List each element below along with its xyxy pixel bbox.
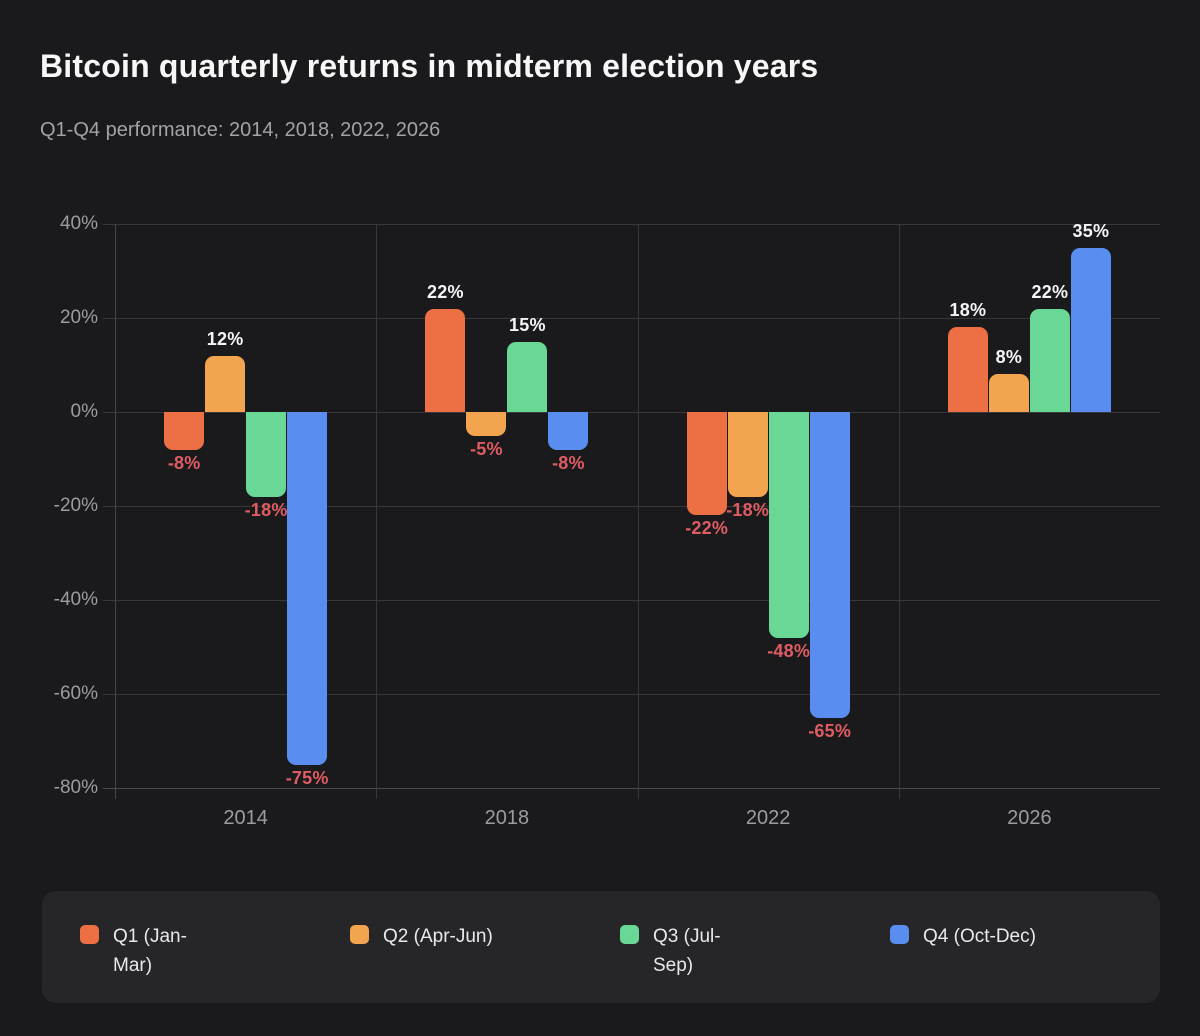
bar-2026-q2[interactable] [988,374,1029,412]
group-boundary-gridline-1 [376,224,377,799]
bar-label-2022-q1: -22% [685,518,729,539]
bar-2014-q3[interactable] [246,412,287,497]
y-axis-label--40%: -40% [53,589,98,610]
bar-2018-q4[interactable] [548,412,589,450]
y-axis-label-0%: 0% [70,401,98,422]
bar-2018-q1[interactable] [425,308,466,412]
bar-label-2018-q1: 22% [427,281,464,302]
bar-label-2026-q2: 8% [995,347,1023,368]
bar-2014-q4[interactable] [287,412,328,765]
x-axis-label-2026: 2026 [1007,807,1052,829]
group-boundary-gridline-2 [638,224,639,799]
x-axis-label-2018: 2018 [484,807,530,829]
gridline-0% [103,412,1160,413]
bar-label-2026-q1: 18% [949,300,987,321]
group-boundary-gridline-3 [899,224,900,799]
bar-label-2022-q4: -65% [808,720,852,741]
legend-label-q4: Q4 (Oct-Dec) [923,926,1036,947]
bar-2014-q2[interactable] [205,355,246,412]
y-axis-label-40%: 40% [59,213,98,234]
bar-label-2026-q4: 35% [1072,220,1110,241]
legend-label-q3: Q3 (Jul- Sep) [653,926,721,976]
x-axis-label-2022: 2022 [745,807,791,829]
bar-2026-q3[interactable] [1029,308,1070,412]
x-axis-label-2014: 2014 [223,807,268,829]
bar-label-2014-q2: 12% [206,328,244,349]
chart-legend: Q1 (Jan- Mar) Q2 (Apr-Jun) Q3 (Jul- Sep) Q4… [42,891,1160,1003]
gridline-40% [103,224,1160,225]
chart-subtitle: Q1-Q4 performance: 2014, 2018, 2022, 202… [40,119,441,141]
bar-2014-q1[interactable] [164,412,205,450]
gridline--60% [103,694,1160,695]
y-axis-line [115,224,116,799]
y-axis-label--80%: -80% [53,777,98,798]
bar-label-2014-q3: -18% [244,499,288,520]
page-title: Bitcoin quarterly returns in midterm ele… [40,48,819,84]
bar-label-2018-q3: 15% [509,314,546,335]
legend-label-q1: Q1 (Jan- Mar) [113,926,187,976]
legend-swatch-q3 [620,925,639,944]
bar-2018-q2[interactable] [466,412,507,436]
bar-label-2022-q3: -48% [767,640,811,661]
bar-2022-q4[interactable] [809,412,850,718]
y-axis-label-20%: 20% [59,307,98,328]
y-axis-label--60%: -60% [53,683,98,704]
legend-item-q2[interactable]: Q2 (Apr-Jun) [350,922,620,1003]
bar-2026-q4[interactable] [1070,247,1111,412]
bar-label-2026-q3: 22% [1031,281,1069,302]
bar-2022-q2[interactable] [727,412,768,497]
legend-swatch-q1 [80,925,99,944]
y-axis-label--20%: -20% [53,495,98,516]
legend-item-q3[interactable]: Q3 (Jul- Sep) [620,922,890,1003]
bar-label-2018-q4: -8% [552,452,585,473]
gridline--20% [103,506,1160,507]
gridline-20% [103,318,1160,319]
legend-item-q4[interactable]: Q4 (Oct-Dec) [890,922,1160,1003]
legend-label-q2: Q2 (Apr-Jun) [383,926,493,947]
bar-2022-q1[interactable] [686,412,727,516]
bar-label-2022-q2: -18% [726,499,770,520]
gridline--80% [103,788,1160,789]
bar-2018-q3[interactable] [507,341,548,412]
legend-swatch-q2 [350,925,369,944]
bar-2022-q3[interactable] [768,412,809,638]
bar-label-2018-q2: -5% [470,438,503,459]
legend-swatch-q4 [890,925,909,944]
bar-2026-q1[interactable] [947,327,988,412]
bar-label-2014-q1: -8% [167,452,201,473]
gridline--40% [103,600,1160,601]
legend-item-q1[interactable]: Q1 (Jan- Mar) [80,922,350,1003]
bar-label-2014-q4: -75% [285,767,329,788]
